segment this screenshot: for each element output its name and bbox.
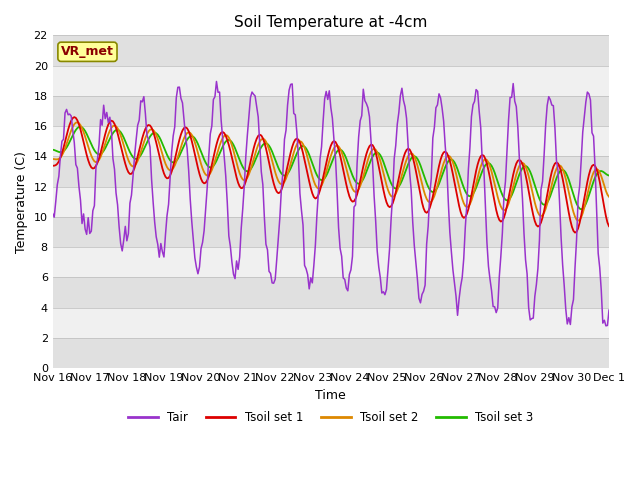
Bar — [52, 126, 609, 156]
Bar — [52, 308, 609, 338]
Bar — [52, 277, 609, 308]
Y-axis label: Temperature (C): Temperature (C) — [15, 151, 28, 252]
Bar — [52, 66, 609, 96]
Bar — [52, 187, 609, 217]
Title: Soil Temperature at -4cm: Soil Temperature at -4cm — [234, 15, 428, 30]
Legend: Tair, Tsoil set 1, Tsoil set 2, Tsoil set 3: Tair, Tsoil set 1, Tsoil set 2, Tsoil se… — [124, 407, 538, 429]
Bar — [52, 96, 609, 126]
Bar — [52, 156, 609, 187]
Bar — [52, 217, 609, 247]
Bar — [52, 247, 609, 277]
X-axis label: Time: Time — [316, 389, 346, 402]
Text: VR_met: VR_met — [61, 45, 114, 58]
Bar — [52, 338, 609, 368]
Bar — [52, 36, 609, 66]
